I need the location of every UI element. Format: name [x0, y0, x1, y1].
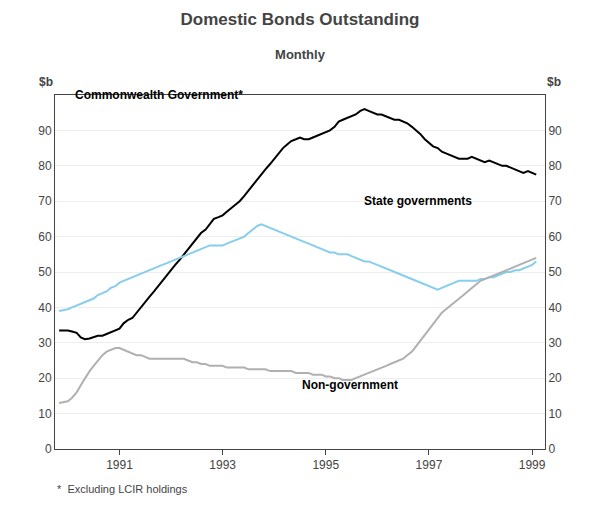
svg-text:0: 0: [45, 442, 52, 456]
svg-text:30: 30: [38, 336, 52, 350]
svg-text:* Excluding LCIR holdings: * Excluding LCIR holdings: [57, 483, 188, 495]
svg-text:80: 80: [38, 159, 52, 173]
svg-text:80: 80: [548, 159, 562, 173]
svg-text:1993: 1993: [209, 458, 236, 472]
svg-text:$b: $b: [39, 75, 53, 89]
svg-text:10: 10: [548, 407, 562, 421]
svg-text:1997: 1997: [416, 458, 443, 472]
svg-text:1995: 1995: [312, 458, 339, 472]
svg-text:40: 40: [548, 301, 562, 315]
svg-text:0: 0: [548, 442, 555, 456]
svg-text:30: 30: [548, 336, 562, 350]
svg-text:60: 60: [548, 230, 562, 244]
svg-text:Domestic Bonds Outstanding: Domestic Bonds Outstanding: [181, 10, 420, 29]
svg-text:90: 90: [548, 124, 562, 138]
svg-text:60: 60: [38, 230, 52, 244]
svg-text:50: 50: [38, 265, 52, 279]
svg-text:50: 50: [548, 265, 562, 279]
svg-text:70: 70: [548, 194, 562, 208]
svg-text:10: 10: [38, 407, 52, 421]
svg-text:State governments: State governments: [364, 194, 472, 208]
svg-text:90: 90: [38, 124, 52, 138]
svg-text:1999: 1999: [519, 458, 546, 472]
svg-text:70: 70: [38, 194, 52, 208]
svg-text:$b: $b: [547, 75, 561, 89]
svg-text:Monthly: Monthly: [275, 47, 326, 62]
svg-text:40: 40: [38, 301, 52, 315]
svg-text:20: 20: [548, 371, 562, 385]
svg-text:Non-government: Non-government: [302, 378, 398, 392]
svg-text:Commonwealth Government*: Commonwealth Government*: [75, 88, 243, 102]
svg-text:20: 20: [38, 371, 52, 385]
svg-text:1991: 1991: [106, 458, 133, 472]
